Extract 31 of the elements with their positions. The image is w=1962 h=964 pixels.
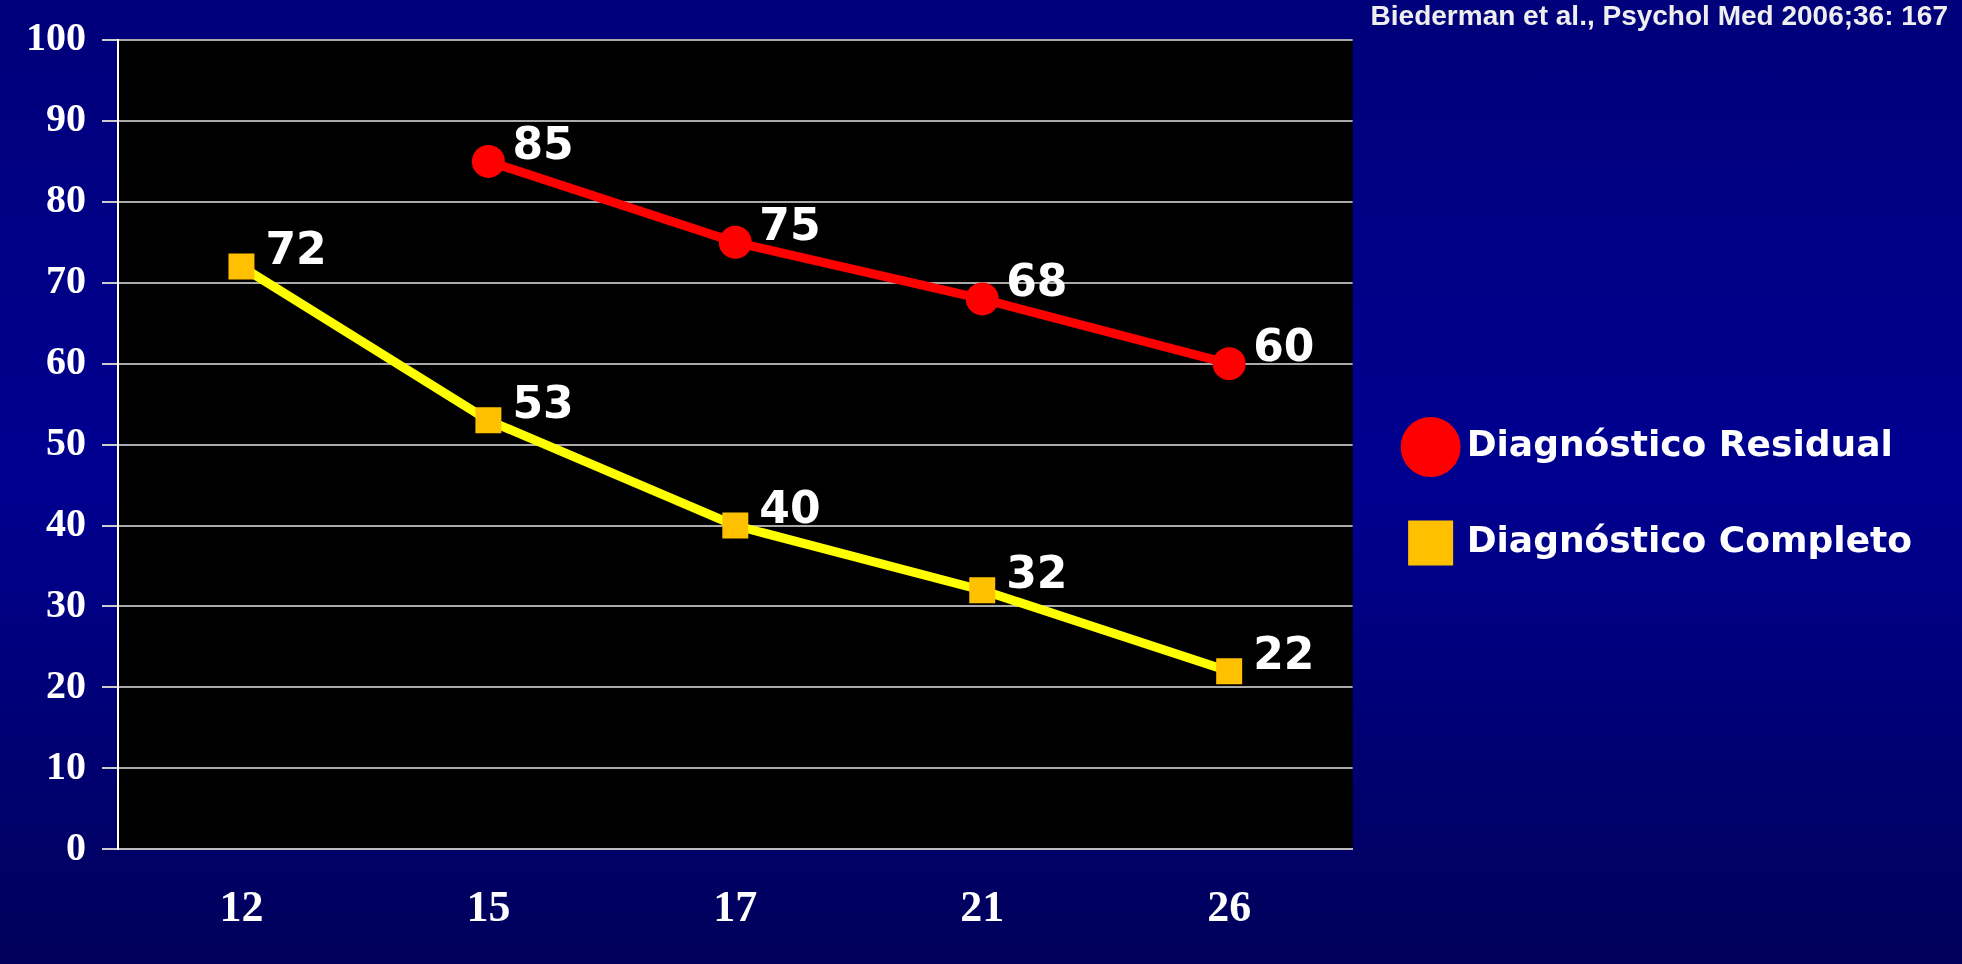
data-label: 75 bbox=[759, 198, 821, 250]
y-tick-label: 0 bbox=[66, 823, 86, 869]
data-label: 85 bbox=[512, 117, 574, 169]
x-tick-label: 17 bbox=[713, 881, 758, 931]
y-tick-label: 20 bbox=[46, 661, 86, 707]
x-tick-label: 21 bbox=[960, 881, 1005, 931]
text: Biederman et al., Psychol Med 2006;36: 167 bbox=[1370, 0, 1948, 32]
legend-label: Diagnóstico Residual bbox=[1466, 423, 1893, 465]
y-tick-label: 30 bbox=[46, 580, 86, 626]
y-tick-label: 100 bbox=[26, 14, 86, 60]
y-tick-label: 10 bbox=[46, 742, 86, 788]
point bbox=[718, 225, 752, 259]
data-label: 53 bbox=[512, 376, 574, 428]
y-tick-label: 50 bbox=[46, 418, 86, 464]
y-tick-label: 70 bbox=[46, 257, 86, 303]
y-tick-label: 60 bbox=[46, 338, 86, 384]
data-label: 60 bbox=[1253, 320, 1315, 372]
x-tick-label: 12 bbox=[219, 881, 264, 931]
point bbox=[1212, 347, 1246, 381]
data-label: 72 bbox=[265, 223, 327, 275]
legend-label: Diagnóstico Completo bbox=[1466, 519, 1912, 561]
x-tick-label: 15 bbox=[466, 881, 511, 931]
data-label: 40 bbox=[759, 481, 821, 533]
y-tick-label: 40 bbox=[46, 499, 86, 545]
data-label: 32 bbox=[1006, 546, 1068, 598]
point bbox=[965, 282, 999, 316]
y-tick-label: 90 bbox=[46, 95, 86, 141]
data-label: 22 bbox=[1253, 627, 1315, 679]
point bbox=[471, 144, 505, 178]
y-tick-label: 80 bbox=[46, 176, 86, 222]
x-tick-label: 26 bbox=[1207, 881, 1252, 931]
